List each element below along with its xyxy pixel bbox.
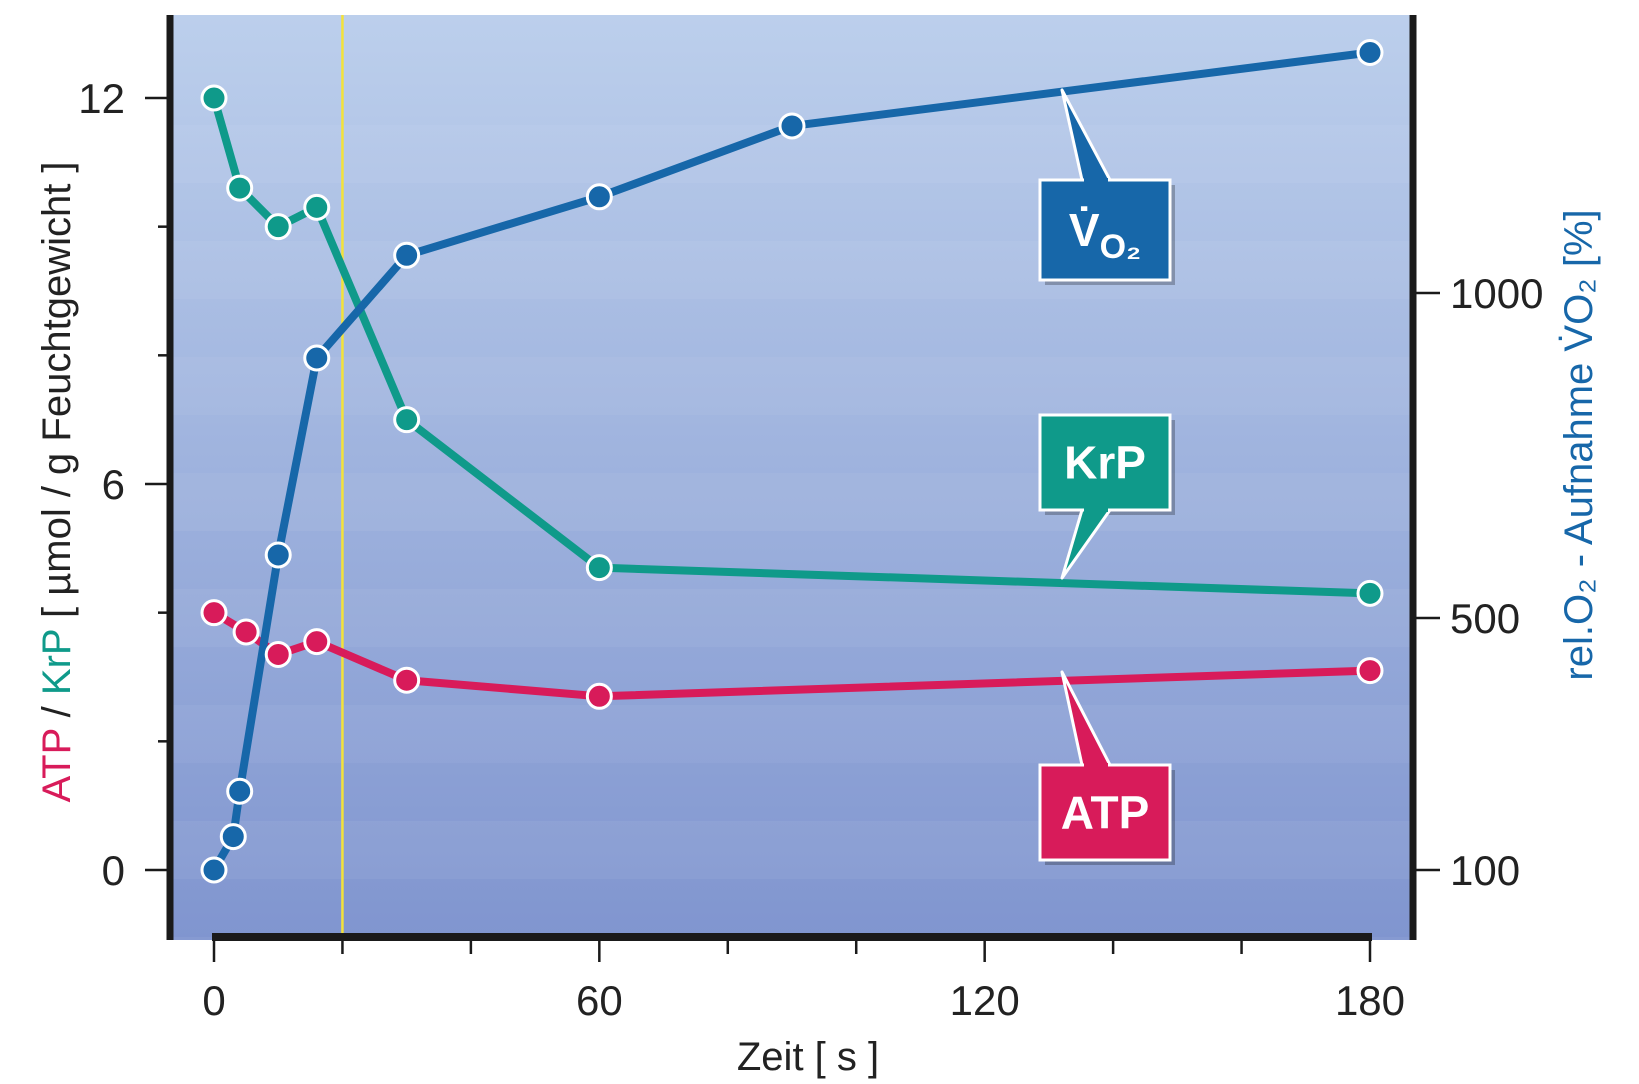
x-axis-title: Zeit [ s ] xyxy=(737,1035,879,1079)
data-point-V̇O₂ xyxy=(1356,39,1384,66)
callout-label-main: KrP xyxy=(1064,437,1146,489)
plot-background xyxy=(170,15,1415,940)
y-axis-left-title: ATP / KrP [ µmol / g Feuchtgewicht ] xyxy=(35,161,79,802)
callout-V̇O₂: V̇O₂ xyxy=(1038,88,1175,285)
data-point-V̇O₂ xyxy=(303,344,331,372)
y-axis-right-title: rel.O₂ - Aufnahme V̇O₂ [%] xyxy=(1557,209,1601,680)
data-point-KrP xyxy=(200,84,228,112)
data-point-KrP xyxy=(226,174,254,202)
plot-band xyxy=(170,357,1415,415)
data-point-V̇O₂ xyxy=(219,823,247,851)
data-point-V̇O₂ xyxy=(393,241,421,269)
series-points xyxy=(200,39,1384,884)
data-point-V̇O₂ xyxy=(226,777,254,805)
plot-band xyxy=(170,937,1415,995)
x-tick-label: 60 xyxy=(576,977,623,1024)
data-point-KrP xyxy=(1356,579,1384,607)
data-point-ATP xyxy=(393,666,421,694)
plot-bands xyxy=(170,125,1415,995)
data-point-KrP xyxy=(303,193,331,221)
callouts: V̇O₂ KrP ATP xyxy=(1038,88,1175,865)
data-point-ATP xyxy=(585,682,613,710)
data-point-V̇O₂ xyxy=(264,541,292,569)
data-point-V̇O₂ xyxy=(200,856,228,884)
axes: 0 60 120 180 0 6 12 100 500 1000 xyxy=(78,15,1543,1024)
callout-label: V̇O₂ xyxy=(1069,204,1141,266)
y-axis-left-title-part: / xyxy=(35,695,79,728)
plot-band xyxy=(170,473,1415,531)
plot-band xyxy=(170,241,1415,299)
callout-box xyxy=(1038,178,1172,282)
x-tick-label: 120 xyxy=(950,977,1020,1024)
y-left-tick-label: 6 xyxy=(102,461,125,508)
plot-band xyxy=(170,589,1415,647)
callout-ATP: ATP xyxy=(1038,670,1175,865)
callout-label-sub: O₂ xyxy=(1100,228,1142,266)
callout-label: KrP xyxy=(1064,437,1146,489)
data-point-V̇O₂ xyxy=(778,112,806,140)
plot-band xyxy=(170,821,1415,879)
data-point-ATP xyxy=(232,618,260,646)
y-right-tick-label: 1000 xyxy=(1450,270,1543,317)
callout-label-main: ATP xyxy=(1061,787,1150,839)
y-right-tick-label: 100 xyxy=(1450,847,1520,894)
y-right-tick-label: 500 xyxy=(1450,595,1520,642)
x-tick-label: 0 xyxy=(202,977,225,1024)
y-axis-left-title-part: ATP xyxy=(35,728,79,802)
data-point-KrP xyxy=(585,554,613,582)
y-left-tick-label: 12 xyxy=(78,75,125,122)
data-point-V̇O₂ xyxy=(585,183,613,211)
data-point-ATP xyxy=(303,628,331,656)
data-point-ATP xyxy=(200,599,228,627)
y-left-tick-label: 0 xyxy=(102,847,125,894)
data-point-KrP xyxy=(393,406,421,434)
data-point-ATP xyxy=(1356,657,1384,685)
callout-box xyxy=(1038,413,1172,512)
data-point-ATP xyxy=(264,640,292,668)
callout-KrP: KrP xyxy=(1038,413,1175,580)
callout-label: ATP xyxy=(1061,787,1150,839)
plot-band xyxy=(170,705,1415,763)
x-tick-label: 180 xyxy=(1335,977,1405,1024)
y-axis-left-title-part: KrP xyxy=(35,629,79,695)
callout-label-main: V̇ xyxy=(1069,204,1100,256)
y-axis-left-title-part: [ µmol / g Feuchtgewicht ] xyxy=(35,161,79,629)
data-point-KrP xyxy=(264,213,292,241)
